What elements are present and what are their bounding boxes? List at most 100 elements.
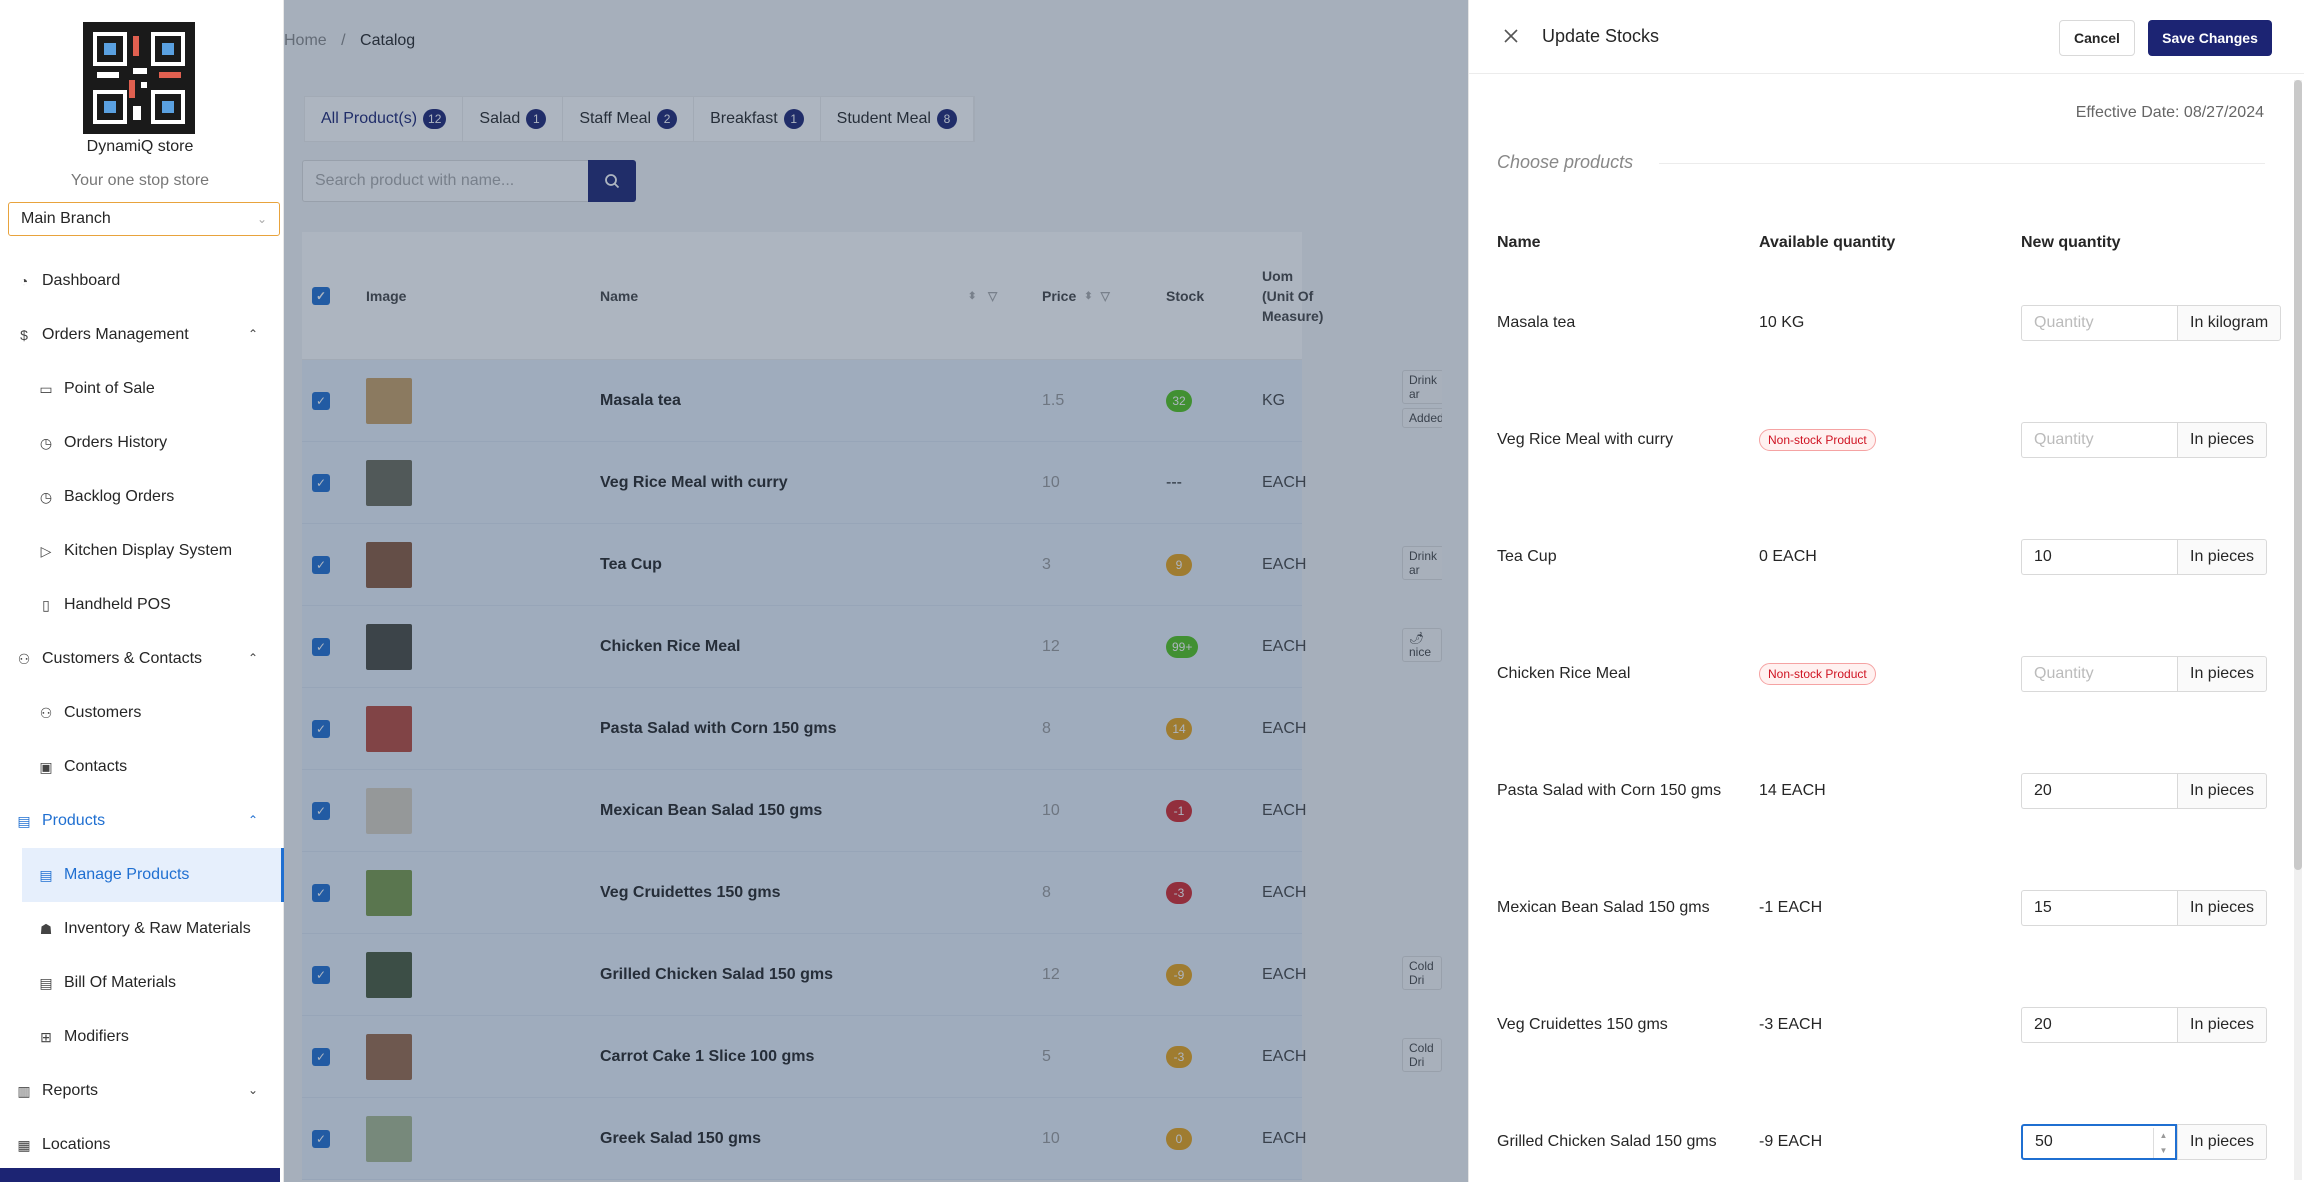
tab-label: Salad	[479, 110, 521, 127]
select-all-checkbox[interactable]: ✓	[312, 232, 330, 360]
stock-row: Grilled Chicken Salad 150 gms -9 EACH 50…	[1469, 1124, 2304, 1160]
quantity-input[interactable]: Quantity	[2021, 422, 2177, 458]
row-checkbox[interactable]: ✓	[312, 1098, 330, 1180]
product-price: 5	[1042, 1048, 1051, 1065]
check-icon: ✓	[312, 1130, 330, 1148]
store-logo-qr-icon	[83, 22, 195, 134]
product-name: Masala tea	[600, 392, 681, 409]
nav-manage-products[interactable]: ▤ Manage Products	[22, 848, 284, 902]
nav-handheld-pos[interactable]: ▯ Handheld POS	[0, 578, 284, 632]
drawer-scrollbar[interactable]	[2294, 80, 2302, 870]
nav-locations[interactable]: ▦ Locations	[0, 1118, 284, 1172]
nav-customers[interactable]: ⚇ Customers	[0, 686, 284, 740]
chevron-up-icon: ⌃	[247, 651, 258, 665]
quantity-input[interactable]: 50 ▲ ▼	[2021, 1124, 2177, 1160]
check-icon: ✓	[312, 966, 330, 984]
table-row[interactable]: ✓ Veg Rice Meal with curry 10 --- EACH	[302, 442, 1306, 524]
row-checkbox[interactable]: ✓	[312, 688, 330, 770]
sort-icon[interactable]: ⬍	[968, 290, 977, 302]
tab-breakfast[interactable]: Breakfast 1	[694, 97, 821, 141]
quantity-input[interactable]: Quantity	[2021, 305, 2177, 341]
product-image	[366, 706, 412, 752]
product-thumbnail-cell	[366, 1016, 412, 1098]
nav-products[interactable]: ▤ Products ⌃	[0, 794, 284, 848]
stepper-up-icon[interactable]: ▲	[2159, 1131, 2168, 1140]
row-checkbox[interactable]: ✓	[312, 934, 330, 1016]
tab-all-products[interactable]: All Product(s) 12	[305, 97, 464, 141]
stock-cell: -3	[1166, 1016, 1192, 1098]
close-icon[interactable]	[1501, 26, 1521, 46]
clock-icon: ◷	[39, 434, 53, 451]
stepper-down-icon[interactable]: ▼	[2159, 1146, 2168, 1155]
nav-point-of-sale[interactable]: ▭ Point of Sale	[0, 362, 284, 416]
row-checkbox[interactable]: ✓	[312, 606, 330, 688]
number-stepper[interactable]: ▲ ▼	[2153, 1128, 2173, 1158]
tab-staff-meal[interactable]: Staff Meal 2	[563, 97, 695, 141]
nav-kitchen-display[interactable]: ▷ Kitchen Display System	[0, 524, 284, 578]
tab-salad[interactable]: Salad 1	[463, 97, 564, 141]
row-checkbox[interactable]: ✓	[312, 770, 330, 852]
quantity-input-group: 50 ▲ ▼ In pieces	[2021, 1124, 2268, 1160]
table-row[interactable]: ✓ Mexican Bean Salad 150 gms 10 -1 EACH	[302, 770, 1306, 852]
branch-select[interactable]: Main Branch ⌄	[8, 202, 280, 236]
nav-orders-management-label: Orders Management	[42, 326, 189, 343]
row-checkbox[interactable]: ✓	[312, 360, 330, 442]
table-row[interactable]: ✓ Chicken Rice Meal 12 99+ EACH 🌶nice	[302, 606, 1442, 688]
table-row[interactable]: ✓ Greek Salad 150 gms 10 0 EACH	[302, 1098, 1306, 1180]
col-header-stock: Stock	[1166, 288, 1205, 304]
search-button[interactable]	[588, 160, 636, 202]
nav-modifiers[interactable]: ⊞ Modifiers	[0, 1010, 284, 1064]
stock-row: Pasta Salad with Corn 150 gms 14 EACH 20…	[1469, 773, 2304, 809]
stock-product-name: Mexican Bean Salad 150 gms	[1497, 899, 1710, 916]
quantity-input[interactable]: 15	[2021, 890, 2177, 926]
nav-contacts[interactable]: ▣ Contacts	[0, 740, 284, 794]
row-checkbox[interactable]: ✓	[312, 524, 330, 606]
nav-orders-history[interactable]: ◷ Orders History	[0, 416, 284, 470]
stock-cell: 99+	[1166, 606, 1199, 688]
table-header: ✓ Image Name ⬍ ▽ Price ⬍ ▽ Stock Uom (Un…	[302, 232, 1323, 360]
table-row[interactable]: ✓ Grilled Chicken Salad 150 gms 12 -9 EA…	[302, 934, 1442, 1016]
stock-product-name: Pasta Salad with Corn 150 gms	[1497, 782, 1722, 799]
nav-customers-contacts[interactable]: ⚇ Customers & Contacts ⌃	[0, 632, 284, 686]
quantity-value: 20	[2034, 782, 2052, 799]
table-row[interactable]: ✓ Veg Cruidettes 150 gms 8 -3 EACH	[302, 852, 1306, 934]
quantity-input[interactable]: 20	[2021, 1007, 2177, 1043]
stock-badge: -3	[1166, 882, 1192, 904]
filter-icon[interactable]: ▽	[988, 289, 998, 303]
search-input[interactable]: Search product with name...	[302, 160, 588, 202]
stock-row: Masala tea 10 KG Quantity In kilogram	[1469, 305, 2304, 341]
quantity-input[interactable]: Quantity	[2021, 656, 2177, 692]
new-quantity-cell: 10 In pieces	[2021, 539, 2268, 575]
nav-modifiers-label: Modifiers	[64, 1028, 129, 1045]
nav-reports-label: Reports	[42, 1082, 99, 1099]
row-checkbox[interactable]: ✓	[312, 1016, 330, 1098]
row-checkbox[interactable]: ✓	[312, 852, 330, 934]
quantity-input-group: Quantity In pieces	[2021, 656, 2268, 692]
tab-student-meal[interactable]: Student Meal 8	[821, 97, 974, 141]
col-header-price[interactable]: Price ⬍ ▽	[1042, 232, 1110, 360]
stock-badge: 32	[1166, 390, 1192, 412]
nav-backlog-orders[interactable]: ◷ Backlog Orders	[0, 470, 284, 524]
cancel-button[interactable]: Cancel	[2059, 20, 2135, 56]
table-row[interactable]: ✓ Masala tea 1.5 32 KG Drink ar Added	[302, 360, 1442, 442]
save-changes-button[interactable]: Save Changes	[2148, 20, 2272, 56]
nav-reports[interactable]: ▥ Reports ⌄	[0, 1064, 284, 1118]
quantity-input-group: Quantity In pieces	[2021, 422, 2268, 458]
filter-icon[interactable]: ▽	[1100, 289, 1110, 303]
nav-inventory[interactable]: ☗ Inventory & Raw Materials	[0, 902, 284, 956]
nav-dashboard[interactable]: ◔ Dashboard	[0, 254, 284, 308]
col-header-name[interactable]: Name ⬍ ▽	[600, 232, 997, 360]
file-icon: ▤	[17, 812, 31, 829]
table-row[interactable]: ✓ Tea Cup 3 9 EACH Drink ar	[302, 524, 1442, 606]
available-cell: Non-stock Product	[1759, 656, 1876, 692]
row-checkbox[interactable]: ✓	[312, 442, 330, 524]
table-row[interactable]: ✓ Carrot Cake 1 Slice 100 gms 5 -3 EACH …	[302, 1016, 1442, 1098]
quantity-input[interactable]: 10	[2021, 539, 2177, 575]
breadcrumb-home[interactable]: Home	[284, 32, 327, 49]
sort-icon[interactable]: ⬍	[1084, 290, 1093, 302]
product-uom: EACH	[1262, 474, 1307, 491]
quantity-input[interactable]: 20	[2021, 773, 2177, 809]
table-row[interactable]: ✓ Pasta Salad with Corn 150 gms 8 14 EAC…	[302, 688, 1306, 770]
nav-orders-management[interactable]: $ Orders Management ⌃	[0, 308, 284, 362]
nav-bill-of-materials[interactable]: ▤ Bill Of Materials	[0, 956, 284, 1010]
